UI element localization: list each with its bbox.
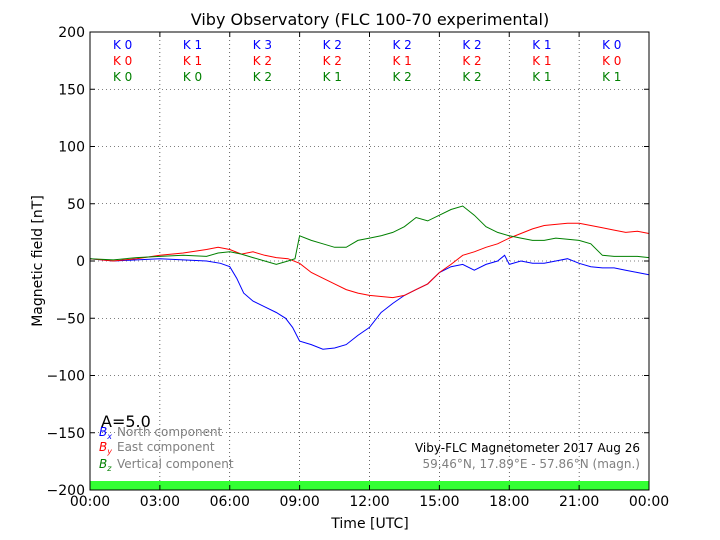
y-tick-label: −50 [55,311,85,327]
legend-symbol-by: By [99,440,112,456]
k-index-green: K 0 [113,70,132,84]
k-index-red: K 1 [532,54,551,68]
x-tick-label: 15:00 [419,494,459,510]
k-index-red: K 0 [113,54,132,68]
series-line-vertical [89,205,650,265]
legend-label-north: North component [117,425,223,439]
k-index-green: K 2 [253,70,272,84]
legend: Bx North component By East component Bz … [99,425,234,473]
legend-label-east: East component [117,440,215,454]
y-tick-label: 200 [58,25,85,41]
y-tick-label: 100 [58,140,85,156]
k-index-table: K 0 K 1 K 3 K 2 K 2 K 2 K 1 K 0 K 0 K 1 K 2 K 2 K 1 K… [113,38,621,84]
legend-item-vertical: Bz Vertical component [99,457,234,473]
a-index: A=5.0 [101,412,151,431]
k-index-blue: K 1 [532,38,551,52]
k-index-blue: K 0 [602,38,621,52]
y-axis-label: Magnetic field [nT] [30,195,46,327]
k-index-red: K 0 [602,54,621,68]
axis-ticks: 00:00 03:00 06:00 09:00 12:00 15:00 18:00 21:00… [47,25,670,510]
x-tick-label: 21:00 [559,494,599,510]
k-index-green: K 2 [462,70,481,84]
station-info: Viby-FLC Magnetometer 2017 Aug 26 [415,441,640,455]
y-tick-label: −150 [47,426,85,442]
series-layer [89,205,650,350]
x-axis-label: Time [UTC] [330,516,408,532]
station-coordinates: 59.46°N, 17.89°E - 57.86°N (magn.) [423,457,640,471]
k-index-green: K 1 [323,70,342,84]
k-index-green: K 0 [183,70,202,84]
x-tick-label: 18:00 [489,494,529,510]
k-index-blue: K 2 [462,38,481,52]
series-line-east [89,222,650,299]
k-index-blue: K 2 [323,38,342,52]
legend-item-east: By East component [99,440,215,456]
k-index-red: K 2 [323,54,342,68]
k-index-blue: K 0 [113,38,132,52]
legend-symbol-bx: Bx [99,425,112,441]
legend-label-vertical: Vertical component [117,457,234,471]
k-index-red: K 1 [392,54,411,68]
k-index-red: K 2 [253,54,272,68]
y-tick-label: 50 [67,197,85,213]
x-tick-label: 00:00 [629,494,669,510]
legend-symbol-bz: Bz [99,457,112,473]
x-tick-label: 12:00 [349,494,389,510]
k-index-red: K 2 [462,54,481,68]
chart-title: Viby Observatory (FLC 100-70 experimenta… [191,10,550,29]
series-line-north [89,254,650,350]
x-tick-label: 09:00 [279,494,319,510]
k-index-green: K 1 [602,70,621,84]
y-tick-label: 150 [58,82,85,98]
k-index-green: K 1 [532,70,551,84]
x-tick-label: 03:00 [140,494,180,510]
k-index-blue: K 2 [392,38,411,52]
k-index-blue: K 1 [183,38,202,52]
k-index-blue: K 3 [253,38,272,52]
legend-item-north: Bx North component [99,425,223,441]
x-tick-label: 06:00 [210,494,250,510]
y-tick-label: 0 [76,254,85,270]
x-tick-label: 00:00 [70,494,110,510]
k-index-green: K 2 [392,70,411,84]
y-tick-label: −200 [47,483,85,499]
y-tick-label: −100 [47,369,85,385]
k-index-red: K 1 [183,54,202,68]
